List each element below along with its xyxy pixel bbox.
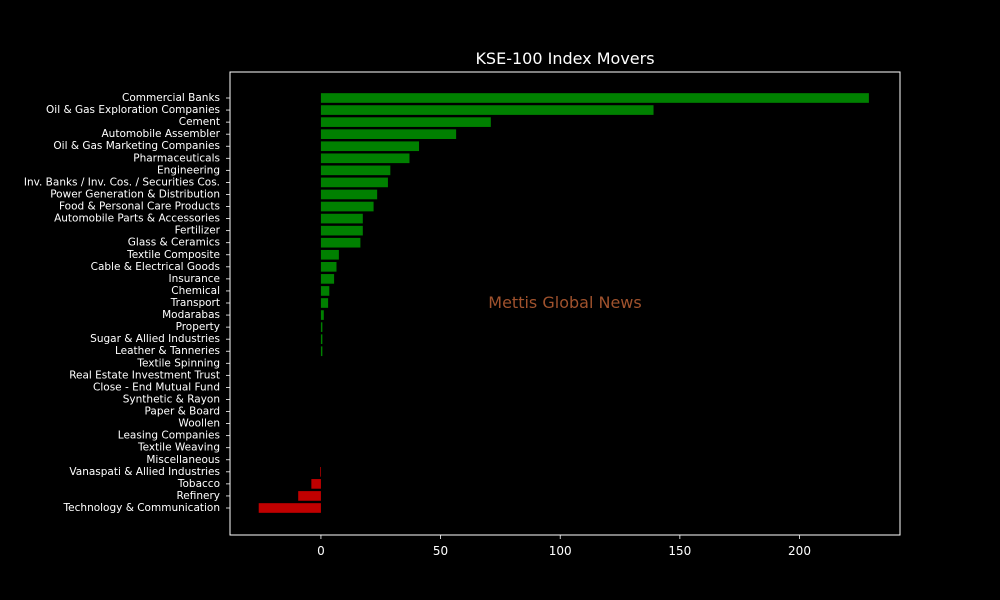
category-label: Cable & Electrical Goods bbox=[91, 261, 220, 273]
x-tick-label: 200 bbox=[788, 544, 811, 558]
plot-frame bbox=[229, 71, 901, 536]
bar bbox=[320, 117, 491, 127]
category-label: Inv. Banks / Inv. Cos. / Securities Cos. bbox=[24, 176, 220, 188]
category-label: Close - End Mutual Fund bbox=[93, 381, 220, 393]
category-label: Automobile Parts & Accessories bbox=[54, 213, 220, 225]
bar bbox=[298, 491, 321, 501]
x-tick-label: 150 bbox=[668, 544, 691, 558]
category-label: Automobile Assembler bbox=[102, 128, 221, 140]
category-label: Chemical bbox=[171, 285, 220, 297]
category-label: Oil & Gas Exploration Companies bbox=[46, 104, 220, 116]
category-label: Insurance bbox=[168, 273, 220, 285]
bar bbox=[320, 177, 388, 188]
watermark: Mettis Global News bbox=[488, 293, 641, 312]
x-tick-label: 0 bbox=[317, 544, 325, 558]
category-label: Paper & Board bbox=[145, 406, 220, 418]
bar bbox=[320, 310, 324, 320]
category-label: Glass & Ceramics bbox=[128, 237, 220, 249]
category-label: Sugar & Allied Industries bbox=[90, 333, 220, 345]
bar bbox=[320, 129, 457, 139]
bar bbox=[320, 286, 330, 296]
bar bbox=[320, 274, 335, 284]
bar bbox=[258, 503, 321, 513]
category-label: Leasing Companies bbox=[118, 430, 220, 442]
bar bbox=[320, 467, 321, 477]
category-label: Refinery bbox=[176, 490, 220, 502]
category-label: Transport bbox=[170, 297, 220, 309]
chart-title: KSE-100 Index Movers bbox=[475, 49, 654, 68]
category-label: Cement bbox=[179, 116, 220, 128]
bar bbox=[320, 165, 391, 176]
category-label: Textile Weaving bbox=[137, 442, 220, 454]
bar bbox=[320, 189, 378, 200]
category-label: Tobacco bbox=[177, 478, 220, 490]
x-ticks-group: 0 50 100 150 200 bbox=[317, 535, 811, 558]
category-label: Engineering bbox=[157, 164, 220, 176]
category-label: Leather & Tanneries bbox=[115, 345, 220, 357]
category-label: Property bbox=[176, 321, 220, 333]
bar bbox=[320, 225, 363, 236]
category-label: Real Estate Investment Trust bbox=[69, 369, 220, 381]
bar bbox=[320, 298, 329, 308]
bar bbox=[320, 262, 337, 272]
bar bbox=[320, 213, 363, 224]
category-label: Textile Spinning bbox=[136, 357, 220, 369]
category-label: Technology & Communication bbox=[63, 502, 220, 514]
bar bbox=[320, 93, 869, 103]
bar bbox=[320, 322, 323, 332]
bar bbox=[320, 201, 374, 212]
bar bbox=[320, 141, 420, 152]
bar bbox=[320, 105, 654, 115]
x-tick-label: 50 bbox=[433, 544, 448, 558]
category-label: Woollen bbox=[178, 418, 220, 430]
x-tick-label: 100 bbox=[549, 544, 572, 558]
bars-group bbox=[258, 93, 869, 513]
bar bbox=[320, 346, 323, 357]
bar bbox=[320, 334, 323, 344]
category-label: Miscellaneous bbox=[146, 454, 220, 466]
bar bbox=[320, 237, 361, 248]
bar bbox=[320, 153, 410, 164]
category-label: Power Generation & Distribution bbox=[50, 188, 220, 200]
category-label: Modarabas bbox=[162, 309, 220, 321]
category-label: Commercial Banks bbox=[122, 92, 220, 104]
category-label: Textile Composite bbox=[126, 249, 220, 261]
category-label: Pharmaceuticals bbox=[133, 152, 220, 164]
category-label: Oil & Gas Marketing Companies bbox=[53, 140, 220, 152]
bar bbox=[311, 479, 321, 489]
category-label: Food & Personal Care Products bbox=[59, 201, 220, 213]
category-label: Synthetic & Rayon bbox=[123, 393, 220, 405]
bar bbox=[320, 249, 339, 260]
category-label: Fertilizer bbox=[175, 225, 221, 237]
category-label: Vanaspati & Allied Industries bbox=[69, 466, 220, 478]
